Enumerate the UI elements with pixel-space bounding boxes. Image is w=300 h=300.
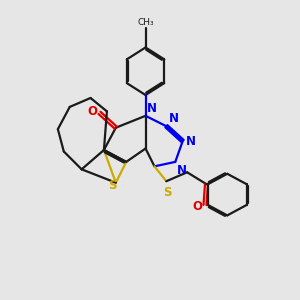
Text: O: O bbox=[192, 200, 202, 213]
Text: N: N bbox=[147, 102, 157, 115]
Text: N: N bbox=[169, 112, 179, 125]
Text: O: O bbox=[87, 105, 97, 118]
Text: CH₃: CH₃ bbox=[137, 18, 154, 27]
Text: N: N bbox=[177, 164, 187, 177]
Text: S: S bbox=[163, 186, 172, 199]
Text: S: S bbox=[108, 179, 116, 192]
Text: N: N bbox=[186, 135, 196, 148]
